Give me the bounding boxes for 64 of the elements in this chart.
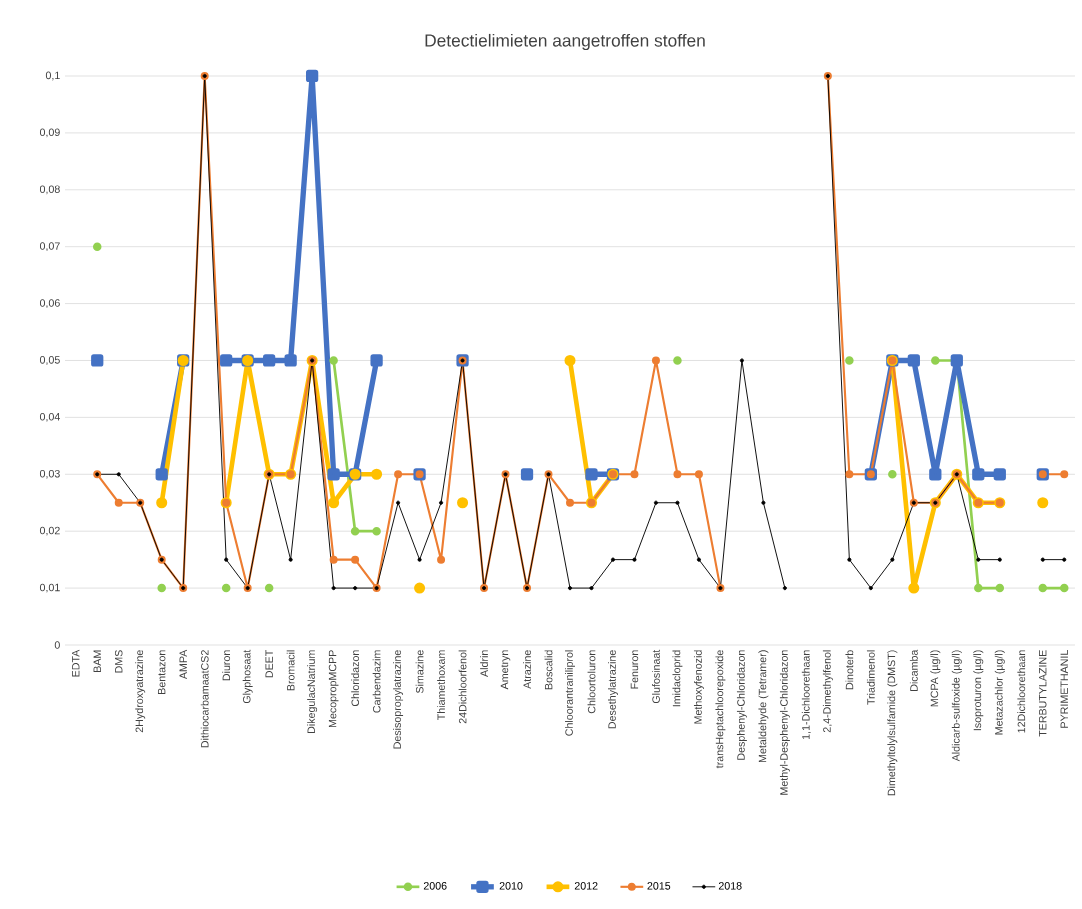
y-tick-label: 0,04 [39,412,60,422]
x-tick-label: Chloortoluron [587,650,596,714]
x-tick-label: Dimethyltolylsulfamide (DMST) [887,650,898,796]
x-tick-label: EDTA [72,649,80,677]
x-tick-label: DithiocarbamaatCS2 [200,650,209,748]
legend-label: 2010 [499,882,523,890]
x-tick-label: DEET [265,649,273,678]
x-tick-label: Boscalid [544,650,553,690]
x-tick-label: MecopropMCPP [328,650,339,728]
x-tick-label: DMS [114,650,123,673]
x-tick-label: Methoxyfenozid [693,650,704,724]
x-tick-label: Dicamba [909,649,918,691]
x-tick-label: Imidacloprid [672,650,683,707]
y-tick-label: 0,01 [39,583,60,593]
x-tick-label: Thiamethoxam [437,650,445,721]
legend-label: 2012 [574,882,598,890]
x-tick-label: Atrazine [523,650,531,689]
y-tick-label: 0,08 [39,185,60,195]
x-tick-label: Desethylatrazine [608,650,618,729]
legend-label: 2006 [423,882,447,890]
legend-label: 2015 [647,882,671,890]
y-tick-label: 0,09 [39,128,60,138]
x-tick-label: TERBUTYLAZINE [1039,650,1047,737]
x-tick-label: Desisopropylatrazine [393,650,404,749]
x-tick-label: 24Dichloorfenol [458,650,467,724]
legend-label: 2018 [718,882,742,890]
x-tick-label: DikegulacNatrium [307,650,318,733]
x-tick-label: BAM [93,650,101,672]
x-tick-label: 2Hydroxyatrazine [135,650,146,733]
x-tick-label: Metaldehyde (Tetramer) [758,650,769,763]
x-tick-label: Chloridazon [351,650,360,707]
x-tick-label: Methyl-Desphenyl-Chloridazon [779,650,790,795]
x-tick-label: MCPA (µg/l) [930,650,941,707]
x-tick-label: Bromacil [286,650,295,691]
y-tick-label: 0,02 [39,526,60,536]
x-tick-label: Glufosinaat [652,649,660,704]
y-tick-label: 0,03 [39,469,60,479]
x-tick-label: Metazachlor (µg/l) [994,650,1005,735]
x-tick-label: Fenuron [630,650,639,689]
x-tick-label: 1,1-Dichloorethaan [801,650,811,740]
x-tick-label: Triadimenol [866,650,875,705]
y-tick-label: 0 [54,641,60,649]
x-tick-label: Desphenyl-Chloridazon [736,650,747,760]
x-tick-label: Bentazon [157,650,166,694]
x-tick-label: Chloorantraniliprol [565,650,575,736]
x-tick-label: Diuron [222,650,231,681]
x-tick-label: Ametryn [500,650,511,690]
chart-title: Detectielimieten aangetroffen stoffen [425,33,705,51]
x-tick-label: transHeptachloorepoxide [715,650,726,769]
x-tick-label: Carbendazim [372,650,381,713]
y-tick-label: 0,06 [39,299,60,308]
x-tick-label: Aldicarb-sulfoxide (µg/l) [951,650,962,762]
y-tick-label: 0,07 [39,242,60,252]
x-tick-label: AMPA [179,649,187,680]
y-tick-label: 0,1 [45,71,60,81]
y-tick-label: 0,05 [39,356,60,365]
x-tick-label: Aldrin [480,650,488,677]
x-tick-label: Glyphosaat [242,649,253,704]
x-tick-label: 12Dichloorethaan [1017,650,1026,733]
x-tick-label: Isoproturon (µg/l) [973,650,984,731]
x-tick-label: Dinoterb [845,650,854,690]
x-tick-label: Simazine [415,650,424,694]
x-tick-label: PYRIMETHANIL [1060,650,1068,728]
x-tick-label: 2,4-Dimethylfenol [822,650,833,733]
